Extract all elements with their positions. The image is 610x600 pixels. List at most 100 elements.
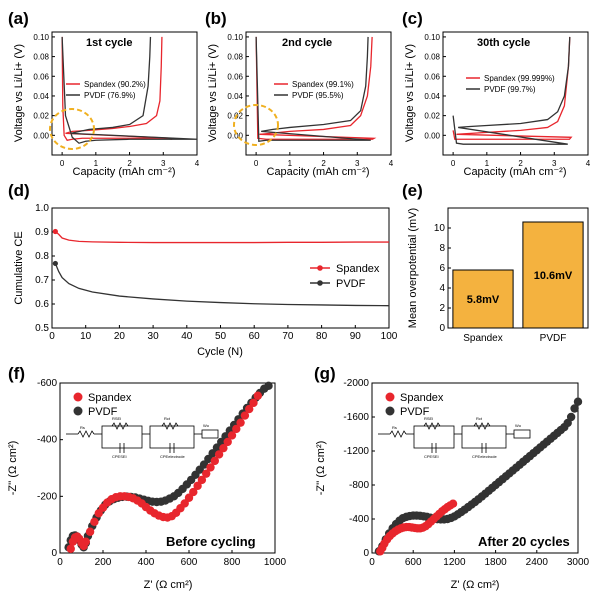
panel-e-plot: 0 2 4 6 8 10 5.8mV Spandex 10.6mV PVDF bbox=[434, 221, 584, 344]
bar-pvdf bbox=[522, 221, 584, 329]
data-point-spandex bbox=[202, 469, 211, 478]
data-point-spandex bbox=[214, 450, 224, 459]
panel-c-xlabel: Capacity (mAh cm⁻²) bbox=[464, 166, 567, 178]
panel-g-xlabel: Z' (Ω cm²) bbox=[451, 579, 500, 591]
circuit-label-cpe-electrode: CPEelectrode bbox=[472, 454, 497, 459]
x-tick-label: 0 bbox=[49, 331, 55, 342]
panel-g-legend-marker-pvdf bbox=[385, 406, 395, 416]
panel-g-plot: 0 600 1200 1800 2400 3000 0 -400 -800 -1200 -1600 -… bbox=[343, 378, 589, 568]
panel-a-label: (a) bbox=[8, 9, 29, 28]
y-tick-label: 8 bbox=[439, 243, 445, 254]
circuit-resistor-rs bbox=[77, 430, 95, 438]
circuit-resistor-rs bbox=[389, 430, 407, 438]
data-point-pvdf bbox=[264, 381, 273, 391]
panel-f-xlabel: Z' (Ω cm²) bbox=[144, 579, 193, 591]
series-marker-spandex bbox=[52, 228, 58, 235]
y-tick-label: -600 bbox=[37, 378, 57, 389]
x-tick-label: 0 bbox=[60, 159, 65, 168]
y-tick-label: 1.0 bbox=[35, 203, 49, 214]
panel-d-legend-spandex: Spandex bbox=[336, 263, 380, 275]
y-tick-label: 6 bbox=[439, 263, 445, 274]
circuit-resistor-rsei bbox=[423, 422, 441, 430]
circuit-label-cpe-electrode: CPEelectrode bbox=[160, 454, 185, 459]
panel-b-axes bbox=[245, 31, 392, 156]
panel-d-legend-marker-spandex bbox=[317, 265, 323, 271]
y-tick-label: -400 bbox=[37, 435, 57, 446]
x-tick-label: 1 bbox=[94, 159, 99, 168]
x-tick-label: 100 bbox=[381, 331, 398, 342]
y-tick-label: 0.9 bbox=[35, 227, 49, 238]
panel-b-plot: 0 1 2 3 40.000.020.040.060.080.10 bbox=[227, 33, 393, 168]
panel-a-axes bbox=[51, 31, 198, 156]
panel-g-circuit: Rs RSEI CPESEI Rct CPEelectrode Wo bbox=[378, 416, 531, 459]
x-tick-label: 2 bbox=[518, 159, 523, 168]
circuit-label-cpe-sei: CPESEI bbox=[424, 454, 439, 459]
data-point-spandex bbox=[236, 418, 245, 427]
data-point-spandex bbox=[227, 431, 237, 440]
data-point-spandex bbox=[197, 475, 207, 485]
data-point-pvdf bbox=[573, 397, 583, 406]
panel-e: (e) Mean overpotential (mV) 0 2 4 6 8 10 5.8mV… bbox=[402, 181, 589, 344]
circuit-label-wo: Wo bbox=[203, 423, 210, 428]
panel-a-plot: 0 1 2 3 4 0.00 0.02 0.04 0.06 0.08 0.10 bbox=[33, 33, 199, 168]
y-tick-label: 0.04 bbox=[424, 92, 440, 101]
panel-a-highlight-circle bbox=[49, 108, 95, 150]
x-tick-label: 3 bbox=[552, 159, 557, 168]
panel-a-xlabel: Capacity (mAh cm⁻²) bbox=[73, 166, 176, 178]
panel-d-ylabel: Cumulative CE bbox=[13, 231, 25, 304]
circuit-label-rs: Rs bbox=[80, 425, 85, 430]
panel-a-ylabel: Voltage vs Li/Li+ (V) bbox=[13, 44, 25, 142]
series-marker-pvdf bbox=[52, 260, 58, 267]
x-tick-label: 0 bbox=[57, 557, 63, 568]
y-tick-label: 0.00 bbox=[424, 131, 440, 140]
panel-f-annotation: Before cycling bbox=[166, 534, 256, 549]
x-tick-label: 4 bbox=[586, 159, 591, 168]
x-tick-label: 10 bbox=[80, 331, 92, 342]
bar-spandex bbox=[452, 269, 514, 329]
x-tick-label: 3 bbox=[161, 159, 166, 168]
circuit-label-rct: Rct bbox=[476, 416, 483, 421]
panel-a-legend-spandex: Spandex (90.2%) bbox=[84, 80, 146, 89]
y-tick-label: 0.08 bbox=[227, 53, 243, 62]
y-tick-label: -1200 bbox=[343, 446, 369, 457]
x-tick-label: 20 bbox=[114, 331, 126, 342]
data-point-spandex bbox=[223, 437, 232, 447]
y-tick-label: 4 bbox=[439, 283, 445, 294]
bar-value-label-pvdf: 10.6mV bbox=[534, 270, 573, 282]
y-tick-label: 0.02 bbox=[424, 112, 440, 121]
x-category-label-spandex: Spandex bbox=[463, 333, 502, 344]
panel-g-legend-pvdf: PVDF bbox=[400, 406, 430, 418]
y-tick-label: 0.06 bbox=[227, 72, 243, 81]
data-point-spandex bbox=[206, 463, 215, 472]
x-tick-label: 4 bbox=[195, 159, 200, 168]
x-tick-label: 3 bbox=[355, 159, 360, 168]
y-tick-label: 0.10 bbox=[227, 33, 243, 42]
circuit-resistor-rct bbox=[161, 422, 179, 430]
data-point-spandex bbox=[193, 481, 202, 491]
circuit-parallel-ct bbox=[461, 425, 507, 449]
panel-g-axes bbox=[371, 382, 579, 554]
y-tick-label: -1600 bbox=[343, 412, 369, 423]
data-point-spandex bbox=[253, 391, 262, 400]
panel-g: (g) -Z'' (Ω cm²) Z' (Ω cm²) 0 600 1200 1800… bbox=[314, 364, 590, 591]
x-tick-label: 90 bbox=[350, 331, 362, 342]
circuit-label-rs: Rs bbox=[392, 425, 397, 430]
x-tick-label: 30 bbox=[148, 331, 160, 342]
circuit-parallel-sei bbox=[413, 425, 455, 449]
circuit-warburg bbox=[513, 429, 531, 439]
x-tick-label: 80 bbox=[316, 331, 328, 342]
data-point-spandex bbox=[245, 404, 254, 414]
data-point-spandex bbox=[66, 544, 75, 553]
x-tick-label: 0 bbox=[254, 159, 259, 168]
circuit-parallel-sei bbox=[101, 425, 143, 449]
x-tick-label: 600 bbox=[405, 557, 422, 568]
panel-f-axes bbox=[59, 382, 276, 554]
y-tick-label: 0.10 bbox=[424, 33, 440, 42]
y-tick-label: -2000 bbox=[343, 378, 369, 389]
circuit-warburg bbox=[201, 429, 219, 439]
data-point-pvdf bbox=[566, 412, 576, 422]
panel-f-plot: 0 200 400 600 800 1000 0 -200 -400 -600 bbox=[37, 378, 287, 568]
panel-b-xlabel: Capacity (mAh cm⁻²) bbox=[267, 166, 370, 178]
x-tick-label: 1800 bbox=[484, 557, 507, 568]
panel-d-label: (d) bbox=[8, 181, 30, 200]
